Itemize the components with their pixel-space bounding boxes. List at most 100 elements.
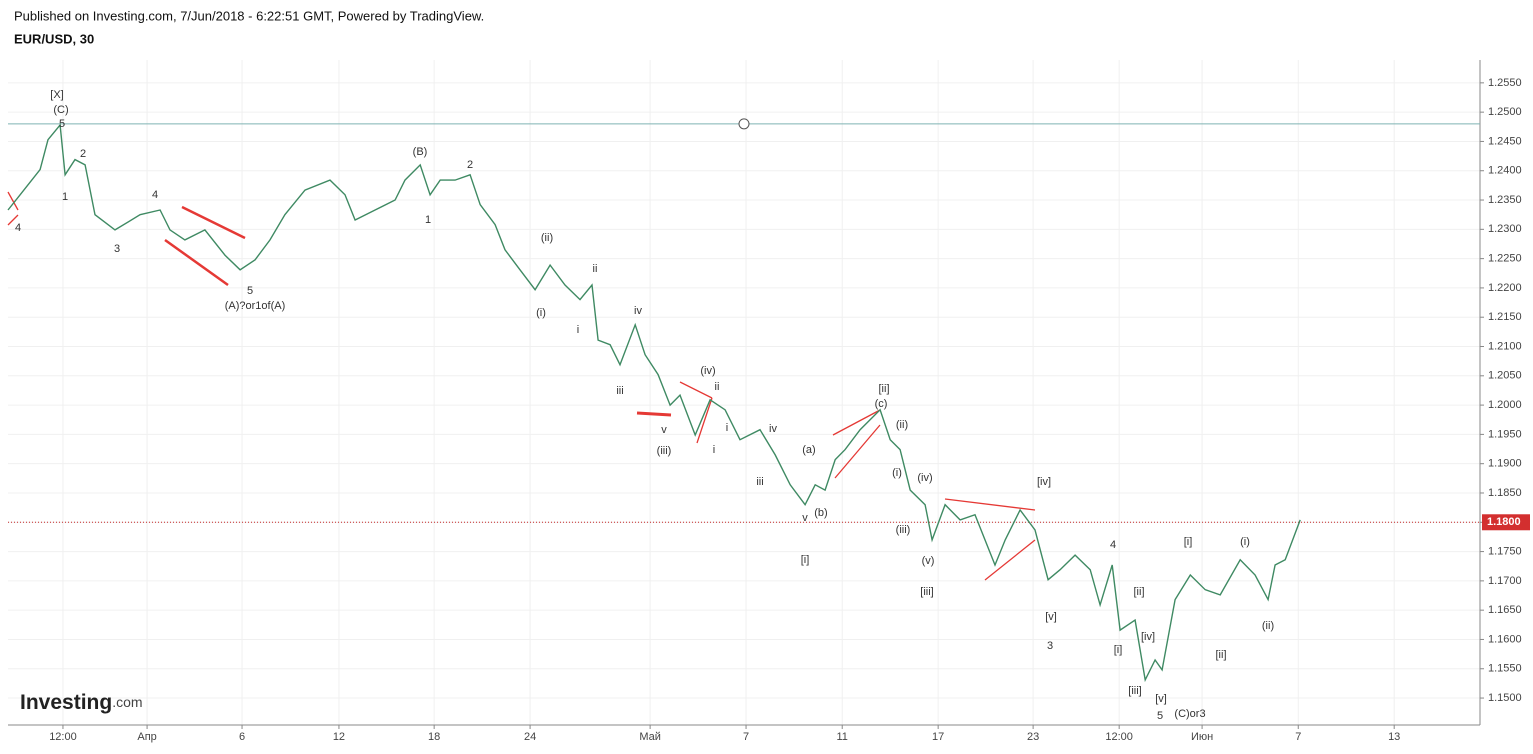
wave-label: ii: [715, 381, 720, 393]
y-tick-label: 1.1850: [1488, 487, 1522, 499]
y-tick-label: 1.1550: [1488, 663, 1522, 675]
wave-label: 4: [1110, 539, 1116, 551]
y-tick-label: 1.2500: [1488, 106, 1522, 118]
y-tick-label: 1.1500: [1488, 692, 1522, 704]
wave-label: [ii]: [879, 383, 890, 395]
x-tick-label: 13: [1388, 731, 1400, 743]
y-tick-label: 1.1900: [1488, 458, 1522, 470]
wave-label: (iv): [700, 365, 715, 377]
x-tick-label: 12: [333, 731, 345, 743]
level-handle: [738, 118, 750, 130]
logo-suffix: .com: [112, 694, 142, 710]
y-tick-label: 1.2250: [1488, 253, 1522, 265]
y-tick-label: 1.1750: [1488, 545, 1522, 557]
wave-label: [v]: [1045, 611, 1057, 623]
y-tick-label: 1.2100: [1488, 340, 1522, 352]
header: Published on Investing.com, 7/Jun/2018 -…: [14, 8, 484, 23]
wave-label: 3: [114, 243, 120, 255]
wave-label: (i): [892, 467, 902, 479]
x-tick-label: 7: [1295, 731, 1301, 743]
y-tick-label: 1.1950: [1488, 428, 1522, 440]
wave-label: 5: [59, 118, 65, 130]
wave-label: iv: [634, 305, 642, 317]
logo: Investing.com: [20, 691, 143, 714]
y-tick-label: 1.2050: [1488, 370, 1522, 382]
wave-label: (B): [413, 146, 428, 158]
x-tick-label: 23: [1027, 731, 1039, 743]
wave-label: v: [661, 424, 667, 436]
wave-label: iv: [769, 423, 777, 435]
wave-label: (C)or3: [1174, 708, 1205, 720]
wave-label: (iv): [917, 472, 932, 484]
y-tick-label: 1.2350: [1488, 194, 1522, 206]
y-tick-label: 1.2450: [1488, 135, 1522, 147]
x-tick-label: 12:00: [49, 731, 77, 743]
logo-word: Investing: [20, 691, 112, 714]
wave-label: (ii): [541, 232, 553, 244]
grid: [8, 60, 1480, 725]
wave-label: [iv]: [1141, 631, 1155, 643]
last-price-label: 1.1800: [1487, 516, 1521, 528]
wave-label: (i): [536, 307, 546, 319]
x-tick-label: Май: [639, 731, 661, 743]
wave-label: 5: [247, 285, 253, 297]
wave-label: (ii): [1262, 620, 1274, 632]
wave-label: 1: [62, 191, 68, 203]
x-tick-label: 17: [932, 731, 944, 743]
x-tick-label: Апр: [137, 731, 156, 743]
wave-label: [iii]: [1128, 685, 1141, 697]
wave-label: 4: [152, 189, 158, 201]
wave-label: iii: [616, 385, 623, 397]
x-tick-label: 11: [837, 731, 848, 743]
x-tick-label: 7: [743, 731, 749, 743]
wave-label: (v): [922, 555, 935, 567]
wave-label: [X]: [50, 89, 63, 101]
wave-label: [iii]: [920, 586, 933, 598]
wave-label: 3: [1047, 640, 1053, 652]
wave-label: (iii): [896, 524, 911, 536]
x-tick-label: 24: [524, 731, 536, 743]
wave-label: 5: [1157, 710, 1163, 722]
plot: [X](C)5214345(A)?or1of(A)(B)21(ii)ii(i)i…: [7, 89, 1480, 722]
y-tick-label: 1.1600: [1488, 633, 1522, 645]
x-tick-label: Июн: [1191, 731, 1213, 743]
wave-label: i: [713, 444, 715, 456]
y-tick-label: 1.2000: [1488, 399, 1522, 411]
wave-label: 4: [15, 222, 21, 234]
wave-label: (A)?or1of(A): [225, 300, 286, 312]
wave-label: (b): [814, 507, 827, 519]
y-tick-label: 1.1650: [1488, 604, 1522, 616]
y-tick-label: 1.1700: [1488, 575, 1522, 587]
wave-label: [i]: [1114, 644, 1123, 656]
x-tick-label: 18: [428, 731, 440, 743]
y-tick-label: 1.2300: [1488, 223, 1522, 235]
price-line: [7, 123, 1301, 683]
wave-label: iii: [756, 476, 763, 488]
wave-label: v: [802, 512, 808, 524]
wave-label: [v]: [1155, 693, 1167, 705]
wave-label: [ii]: [1216, 649, 1227, 661]
wave-label: 1: [425, 214, 431, 226]
wave-label: (C): [53, 104, 68, 116]
wave-label: ii: [593, 263, 598, 275]
x-tick-label: 6: [239, 731, 245, 743]
wave-label: i: [577, 324, 579, 336]
wave-label: (ii): [896, 419, 908, 431]
wave-label: i: [726, 422, 728, 434]
wave-label: [i]: [801, 554, 810, 566]
chart-title: EUR/USD, 30: [14, 31, 94, 46]
y-tick-label: 1.2550: [1488, 77, 1522, 89]
y-tick-label: 1.2150: [1488, 311, 1522, 323]
y-tick-label: 1.2200: [1488, 282, 1522, 294]
wave-label: [i]: [1184, 536, 1193, 548]
wave-label: [ii]: [1134, 586, 1145, 598]
y-tick-label: 1.2400: [1488, 165, 1522, 177]
trendlines: [7, 191, 1036, 581]
last-price-box: [1482, 514, 1530, 531]
wave-label: (iii): [657, 445, 672, 457]
wave-label: (a): [802, 444, 815, 456]
x-tick-label: 12:00: [1105, 731, 1133, 743]
wave-label: (i): [1240, 536, 1250, 548]
wave-label: [iv]: [1037, 476, 1051, 488]
